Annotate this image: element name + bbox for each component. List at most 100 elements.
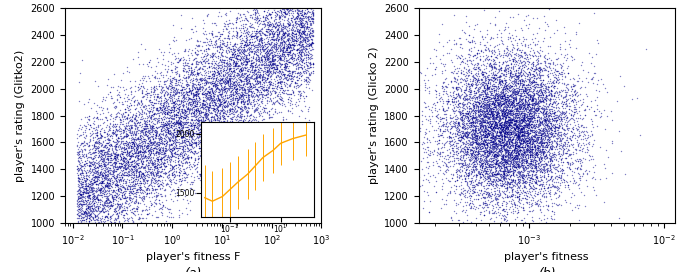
Point bbox=[142, 143, 153, 148]
Point bbox=[180, 175, 191, 180]
Point bbox=[151, 108, 162, 112]
Point bbox=[219, 97, 229, 101]
Point bbox=[408, 166, 419, 170]
Point bbox=[225, 81, 236, 86]
Point bbox=[94, 140, 105, 144]
Point bbox=[101, 209, 112, 213]
Point bbox=[300, 47, 311, 51]
Point bbox=[520, 183, 531, 188]
Point bbox=[425, 56, 436, 60]
Point bbox=[504, 117, 515, 121]
Point bbox=[458, 102, 469, 106]
Point bbox=[219, 119, 229, 123]
Point bbox=[238, 26, 249, 30]
Point bbox=[119, 201, 130, 205]
Point bbox=[260, 124, 271, 128]
Point bbox=[225, 89, 236, 94]
Point bbox=[212, 115, 223, 119]
Point bbox=[512, 70, 523, 74]
Point bbox=[228, 93, 239, 98]
Point bbox=[503, 94, 514, 98]
Point bbox=[192, 116, 203, 120]
Point bbox=[462, 81, 473, 85]
Point bbox=[238, 71, 249, 76]
Point bbox=[503, 139, 514, 144]
Point bbox=[497, 179, 508, 183]
Point bbox=[510, 79, 521, 84]
Point bbox=[486, 135, 497, 139]
Point bbox=[282, 82, 292, 86]
Point bbox=[489, 142, 500, 146]
Point bbox=[482, 103, 493, 107]
Point bbox=[534, 103, 545, 108]
Point bbox=[246, 22, 257, 26]
Point bbox=[506, 149, 517, 153]
Point bbox=[562, 126, 573, 131]
Point bbox=[151, 173, 162, 178]
Point bbox=[471, 100, 482, 104]
Point bbox=[218, 69, 229, 73]
Point bbox=[524, 168, 535, 172]
Point bbox=[180, 137, 191, 142]
Point bbox=[169, 100, 179, 105]
Point bbox=[501, 116, 512, 120]
Point bbox=[158, 151, 169, 155]
Point bbox=[533, 131, 544, 135]
Point bbox=[110, 150, 121, 155]
Point bbox=[175, 83, 186, 88]
Point bbox=[484, 129, 495, 133]
Point bbox=[481, 159, 492, 163]
Point bbox=[521, 67, 532, 71]
Point bbox=[556, 121, 566, 126]
Point bbox=[230, 79, 241, 84]
Point bbox=[206, 144, 216, 149]
Point bbox=[177, 135, 188, 140]
Point bbox=[88, 144, 99, 148]
Point bbox=[171, 108, 182, 112]
Point bbox=[535, 109, 546, 113]
Point bbox=[410, 94, 421, 98]
Point bbox=[195, 151, 206, 155]
Point bbox=[130, 192, 141, 196]
Point bbox=[551, 184, 562, 189]
Point bbox=[146, 179, 157, 183]
Point bbox=[72, 177, 83, 182]
Point bbox=[522, 73, 533, 77]
Point bbox=[505, 128, 516, 132]
Point bbox=[481, 71, 492, 75]
Point bbox=[181, 76, 192, 80]
Point bbox=[516, 126, 527, 130]
Point bbox=[555, 138, 566, 143]
Point bbox=[488, 152, 499, 156]
Point bbox=[117, 128, 128, 132]
Point bbox=[260, 22, 271, 26]
Point bbox=[283, 38, 294, 43]
Point bbox=[539, 119, 550, 123]
Point bbox=[554, 146, 565, 150]
Point bbox=[493, 153, 503, 157]
Point bbox=[277, 33, 288, 38]
Point bbox=[240, 87, 251, 91]
Point bbox=[193, 118, 204, 122]
Point bbox=[169, 86, 179, 90]
Point bbox=[151, 169, 162, 173]
Point bbox=[295, 48, 306, 52]
Point bbox=[526, 96, 537, 100]
Point bbox=[116, 156, 127, 160]
Point bbox=[255, 32, 266, 37]
Point bbox=[487, 96, 498, 100]
Point bbox=[485, 193, 496, 197]
Point bbox=[486, 140, 497, 144]
Point bbox=[527, 203, 538, 207]
Point bbox=[299, 32, 310, 36]
Point bbox=[514, 128, 525, 132]
Point bbox=[153, 143, 164, 147]
Point bbox=[168, 215, 179, 220]
Point bbox=[459, 61, 470, 66]
Point bbox=[244, 113, 255, 118]
Point bbox=[477, 144, 488, 149]
Point bbox=[90, 141, 101, 146]
Point bbox=[227, 91, 238, 96]
Point bbox=[225, 62, 236, 66]
Point bbox=[221, 81, 232, 85]
